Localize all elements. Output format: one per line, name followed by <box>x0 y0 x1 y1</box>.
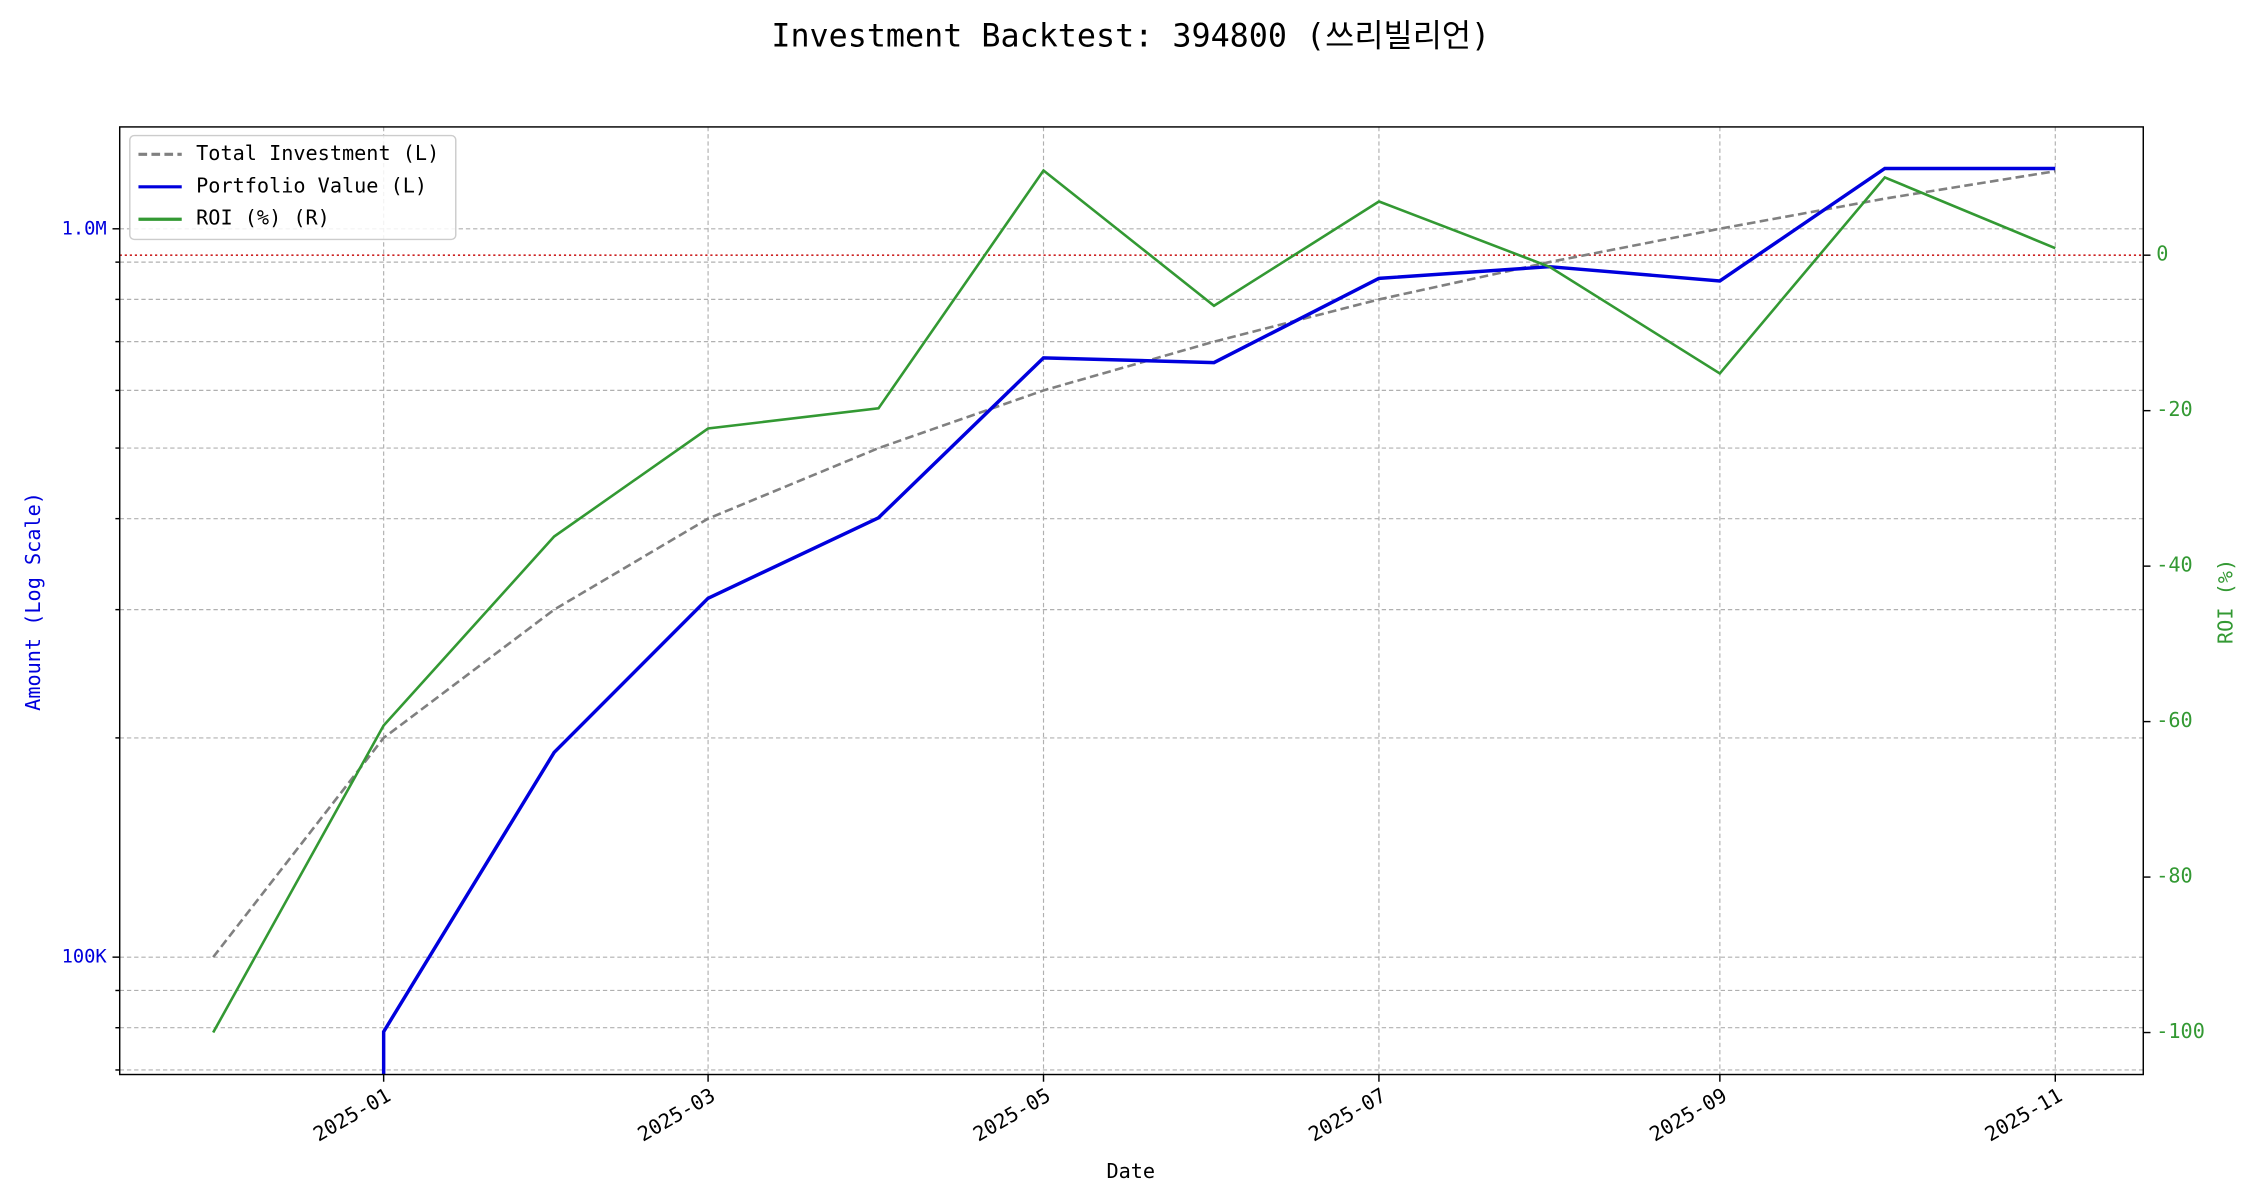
y2-tick-label: -40 <box>2156 553 2192 577</box>
series-line <box>212 168 2056 1034</box>
series-line <box>212 169 2056 958</box>
plot-frame <box>118 126 2144 1076</box>
series-line <box>381 166 2056 1075</box>
y2-tick-label: -100 <box>2156 1019 2205 1043</box>
legend-label: Total Investment (L) <box>196 141 439 165</box>
chart-title: Investment Backtest: 394800 (쓰리빌리언) <box>771 19 1490 55</box>
x-axis-label: Date <box>1106 1159 1155 1183</box>
legend-label: Portfolio Value (L) <box>196 173 427 197</box>
y2-tick-label: 0 <box>2156 242 2168 266</box>
y-tick-label: 100K <box>62 947 108 968</box>
legend-box <box>129 134 457 241</box>
y2-tick-label: -60 <box>2156 708 2192 732</box>
y2-tick-label: -20 <box>2156 397 2192 421</box>
y-axis-label: Amount (Log Scale) <box>21 492 45 711</box>
y2-tick-label: -80 <box>2156 864 2192 888</box>
y2-axis-label: ROI (%) <box>2213 559 2237 644</box>
legend-label: ROI (%) (R) <box>196 206 330 230</box>
y-tick-label: 1.0M <box>62 218 107 239</box>
